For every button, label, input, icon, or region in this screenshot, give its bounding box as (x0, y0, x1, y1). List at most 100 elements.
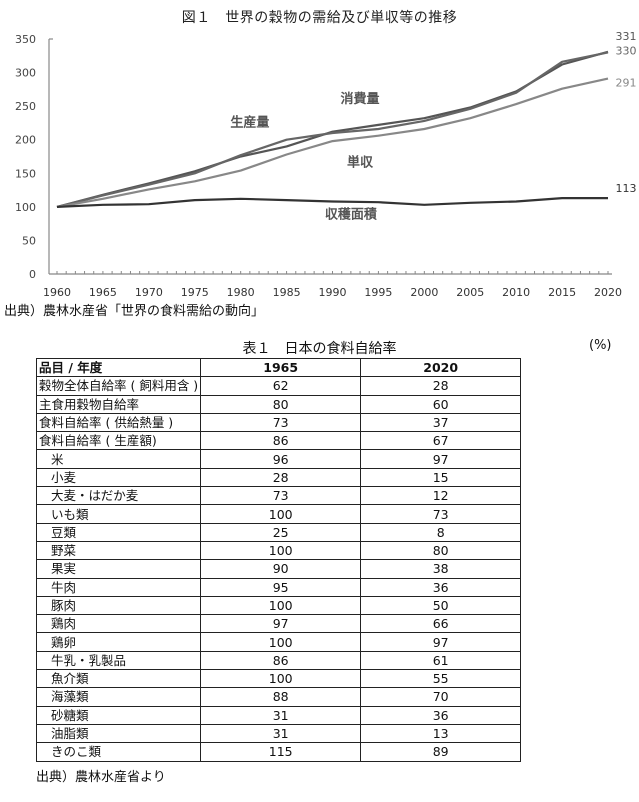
table-row: 小麦 28 15 (35, 467, 522, 488)
row-value-2020: 13 (360, 723, 522, 744)
row-value-1965: 100 (200, 504, 362, 524)
row-value-1965: 62 (200, 376, 362, 396)
table-row: 牛乳・乳製品 86 61 (35, 650, 522, 671)
row-item: 豚肉 (35, 595, 202, 616)
table-row: きのこ類 115 89 (35, 742, 522, 762)
row-value-2020: 67 (360, 431, 522, 451)
row-item: 牛肉 (35, 577, 202, 597)
row-item: 米 (35, 449, 202, 469)
x-tick-label: 1975 (181, 286, 209, 299)
row-value-2020: 73 (360, 504, 522, 524)
row-item: 小麦 (35, 467, 202, 488)
table-row: 鶏卵 100 97 (35, 632, 522, 652)
row-value-2020: 70 (360, 687, 522, 707)
series-line (56, 77, 609, 208)
table-row: 食料自給率 ( 供給熱量 ) 73 37 (35, 412, 522, 433)
row-value-1965: 100 (200, 669, 362, 689)
y-tick-label: 250 (15, 100, 36, 113)
row-value-1965: 86 (200, 650, 362, 671)
y-tick-label: 0 (29, 268, 36, 281)
x-tick-label: 2015 (548, 286, 576, 299)
row-value-1965: 73 (200, 412, 362, 433)
x-tick-label: 1960 (43, 286, 71, 299)
series-annotation: 収穫面積 (325, 206, 378, 222)
row-value-1965: 90 (200, 559, 362, 579)
row-value-2020: 28 (360, 376, 522, 396)
row-value-2020: 36 (360, 705, 522, 725)
y-tick-label: 100 (15, 201, 36, 214)
x-tick-label: 1980 (227, 286, 255, 299)
table-row: 鶏肉 97 66 (35, 614, 522, 634)
row-value-1965: 100 (200, 540, 362, 561)
row-value-1965: 88 (200, 687, 362, 707)
row-value-1965: 115 (200, 742, 362, 762)
row-value-1965: 86 (200, 431, 362, 451)
table-row: 主食用穀物自給率 80 60 (35, 394, 522, 414)
row-value-2020: 66 (360, 614, 522, 634)
row-item: 砂糖類 (35, 705, 202, 725)
table-row: 砂糖類 31 36 (35, 705, 522, 725)
x-tick-label: 1990 (319, 286, 347, 299)
x-tick-label: 2000 (410, 286, 438, 299)
x-tick-label: 2010 (502, 286, 530, 299)
header-item: 品目 / 年度 (35, 357, 202, 378)
row-item: きのこ類 (35, 742, 202, 762)
row-value-1965: 25 (200, 522, 362, 542)
row-item: 豆類 (35, 522, 202, 542)
table-header-row: 品目 / 年度 1965 2020 (35, 357, 522, 378)
row-item: 鶏肉 (35, 614, 202, 634)
figure-source: 出典）農林水産省「世界の食料需給の動向」 (4, 304, 265, 319)
row-item: 果実 (35, 559, 202, 579)
row-item: 食料自給率 ( 生産額) (35, 431, 202, 451)
row-item: 海藻類 (35, 687, 202, 707)
line-chart: 0 50 100 150 200 250 300 350 1960 1965 1970 1975 198… (15, 30, 637, 299)
row-item: 鶏卵 (35, 632, 202, 652)
row-value-2020: 61 (360, 650, 522, 671)
series-line (56, 197, 608, 208)
y-tick-label: 150 (15, 167, 36, 180)
row-item: いも類 (35, 504, 202, 524)
row-value-1965: 95 (200, 577, 362, 597)
row-value-2020: 97 (360, 449, 522, 469)
row-item: 魚介類 (35, 669, 202, 689)
series-annotation: 消費量 (341, 91, 380, 107)
series-end-label: 291 (616, 77, 637, 90)
row-value-1965: 73 (200, 486, 362, 506)
table-unit: (%) (589, 338, 612, 353)
table-row: 大麦・はだか麦 73 12 (35, 486, 522, 506)
row-value-1965: 100 (200, 632, 362, 652)
row-value-2020: 80 (360, 540, 522, 561)
row-item: 油脂類 (35, 723, 202, 744)
table-source: 出典）農林水産省より (36, 770, 166, 785)
series-line (56, 50, 609, 208)
table-title: 表１ 日本の食料自給率 (242, 341, 397, 357)
series-end-label: 113 (616, 182, 637, 195)
row-value-1965: 96 (200, 449, 362, 469)
table-row: 食料自給率 ( 生産額) 86 67 (35, 431, 522, 451)
row-value-2020: 15 (360, 467, 522, 488)
row-item: 野菜 (35, 540, 202, 561)
header-2020: 2020 (360, 357, 522, 378)
row-item: 大麦・はだか麦 (35, 486, 202, 506)
row-value-2020: 36 (360, 577, 522, 597)
table-row: 牛肉 95 36 (35, 577, 522, 597)
series-end-label: 331 (616, 30, 637, 43)
x-tick-label: 1995 (364, 286, 392, 299)
table-row: 米 96 97 (35, 449, 522, 469)
y-tick-label: 50 (22, 234, 36, 247)
row-value-1965: 97 (200, 614, 362, 634)
x-tick-label: 1965 (89, 286, 117, 299)
row-value-2020: 55 (360, 669, 522, 689)
table-row: いも類 100 73 (35, 504, 522, 524)
row-item: 穀物全体自給率 ( 飼料用含 ) (35, 376, 202, 396)
row-item: 牛乳・乳製品 (35, 650, 202, 671)
table-row: 豚肉 100 50 (35, 595, 522, 616)
table-row: 穀物全体自給率 ( 飼料用含 ) 62 28 (35, 376, 522, 396)
y-tick-label: 350 (15, 33, 36, 46)
row-value-2020: 12 (360, 486, 522, 506)
series-end-label: 330 (616, 44, 637, 57)
row-value-2020: 89 (360, 742, 522, 762)
row-value-1965: 100 (200, 595, 362, 616)
x-tick-label: 2005 (456, 286, 484, 299)
series-annotation: 単収 (347, 155, 374, 171)
